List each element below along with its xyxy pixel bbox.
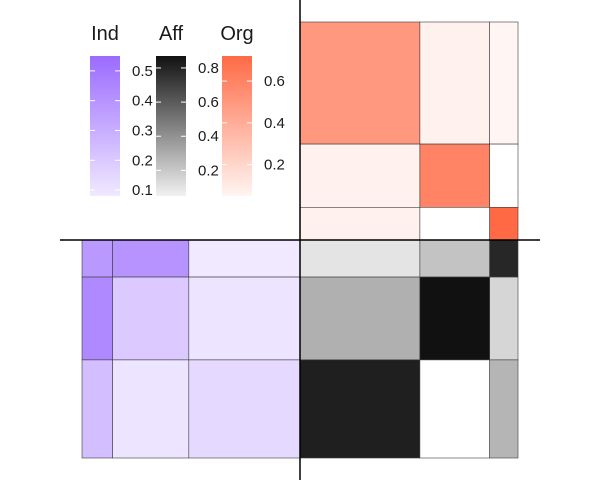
cell-org-r1-c2: [419, 21, 490, 145]
legend-tick-label: 0.4: [198, 128, 219, 145]
legend-tick-label: 0.4: [264, 115, 285, 132]
cell-ind-r3-c1: [81, 359, 113, 459]
cell-ind-r2-c1: [81, 276, 113, 361]
cell-aff-r1-c2: [419, 239, 490, 278]
cell-aff-r1-c3: [489, 239, 519, 278]
legend-ind: Ind 0.5 0.4 0.3 0.2 0.1: [90, 23, 153, 199]
legend-tick-label: 0.2: [264, 157, 285, 174]
cell-org-r1-c3: [489, 21, 519, 145]
cell-aff-r3-c3: [489, 359, 519, 459]
legend-tick-label: 0.4: [132, 93, 153, 110]
legend-tick-label: 0.5: [132, 63, 153, 80]
cell-aff-r1-c1: [299, 239, 421, 278]
cell-org-r1-c1: [299, 21, 421, 145]
cell-org-r3-c3: [489, 207, 519, 241]
legend-tick-label: 0.3: [132, 122, 153, 139]
legend-tick-label: 0.6: [198, 94, 219, 111]
cell-org-r2-c2: [419, 143, 490, 208]
cell-ind-r3-c2: [112, 359, 190, 459]
cell-org-r2-c1: [299, 143, 421, 208]
block-org: [299, 21, 519, 241]
legend-tick-label: 0.2: [198, 162, 219, 179]
legend-title-org: Org: [220, 23, 253, 45]
legend-tick-label: 0.1: [132, 182, 153, 199]
cell-ind-r3-c3: [188, 359, 301, 459]
cell-aff-r2-c2: [419, 276, 490, 361]
legend-org: Org 0.6 0.4 0.2: [220, 23, 285, 196]
cell-org-r3-c1: [299, 207, 421, 241]
legend-title-ind: Ind: [91, 23, 119, 45]
cell-aff-r2-c3: [489, 276, 519, 361]
cell-aff-r3-c1: [299, 359, 421, 459]
block-ind: [81, 239, 301, 459]
axes-layer: [60, 0, 540, 480]
cell-ind-r1-c2: [112, 239, 190, 278]
legend-colorbar-org: [222, 56, 252, 196]
cell-org-r3-c2: [419, 207, 490, 241]
block-aff: [299, 239, 519, 459]
legend-colorbar-ind: [90, 56, 120, 196]
legend-tick-label: 0.8: [198, 60, 219, 77]
legend-tick-label: 0.6: [264, 73, 285, 90]
cell-org-r2-c3: [489, 143, 519, 208]
legend-colorbar-aff: [156, 56, 186, 196]
legend-aff: Aff 0.8 0.6 0.4 0.2: [156, 23, 219, 196]
cell-ind-r2-c2: [112, 276, 190, 361]
legend-title-aff: Aff: [159, 23, 184, 45]
legend-layer: Ind 0.5 0.4 0.3 0.2 0.1 Aff 0.8 0.6 0.4 0.2 Org 0.6 0…: [90, 23, 285, 199]
cell-ind-r1-c1: [81, 239, 113, 278]
cell-ind-r2-c3: [188, 276, 301, 361]
cells-layer: [81, 21, 519, 459]
cell-aff-r3-c2: [419, 359, 490, 459]
cell-ind-r1-c3: [188, 239, 301, 278]
cell-aff-r2-c1: [299, 276, 421, 361]
legend-tick-label: 0.2: [132, 152, 153, 169]
